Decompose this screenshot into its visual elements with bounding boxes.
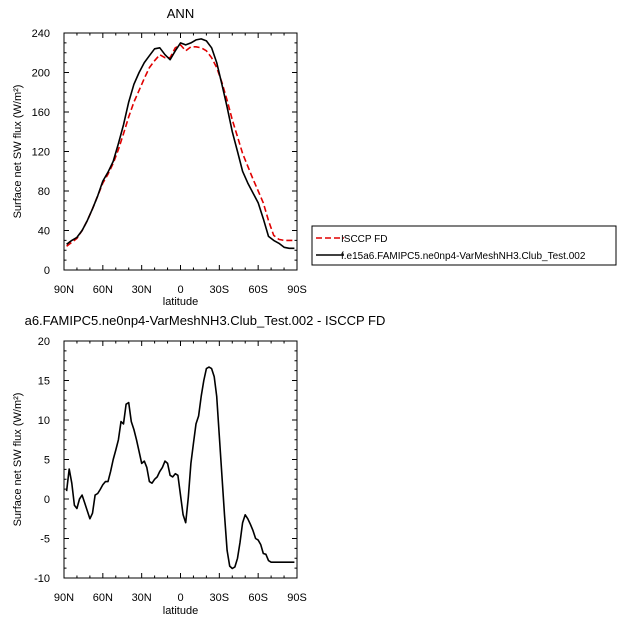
y-axis-label: Surface net SW flux (W/m²) <box>12 85 24 219</box>
legend: ISCCP FD f.e15a6.FAMIPC5.ne0np4-VarMeshNH… <box>311 225 617 266</box>
y-tick-label: 0 <box>44 494 50 506</box>
y-tick-label: 15 <box>38 376 50 388</box>
y-tick-label: 40 <box>38 226 50 238</box>
legend-box <box>311 225 617 266</box>
x-tick-label: 30S <box>210 284 230 296</box>
plot-frame <box>63 340 298 579</box>
y-tick-label: 20 <box>38 336 50 348</box>
y-tick-label: 200 <box>32 68 50 80</box>
plot-frame <box>63 32 298 271</box>
series-line-2 <box>66 38 295 250</box>
y-tick-label: 120 <box>32 147 50 159</box>
x-tick-label: 30N <box>132 592 152 604</box>
y-tick-label: 5 <box>44 455 50 467</box>
x-axis-label: latitude <box>163 605 198 617</box>
chart-panel-1: ANN 0 40 80 120 160 200 240 90N 60N 30N 0 30S 60S 90S l… <box>12 6 617 308</box>
legend-label-1: ISCCP FD <box>341 234 388 245</box>
chart-title: ANN <box>167 6 194 21</box>
y-tick-label: -10 <box>34 573 50 585</box>
x-tick-label: 90N <box>54 284 74 296</box>
y-tick-label: 240 <box>32 28 50 40</box>
x-tick-label: 60N <box>93 284 113 296</box>
x-tick-label: 30N <box>132 284 152 296</box>
y-tick-label: 0 <box>44 265 50 277</box>
x-tick-label: 60N <box>93 592 113 604</box>
x-tick-label: 90S <box>287 592 307 604</box>
x-tick-label: 60S <box>248 284 268 296</box>
x-tick-label: 90N <box>54 592 74 604</box>
x-tick-label: 30S <box>210 592 230 604</box>
series-line-1 <box>65 366 295 570</box>
x-tick-label: 60S <box>248 592 268 604</box>
y-tick-label: 160 <box>32 107 50 119</box>
x-axis-label: latitude <box>163 296 198 308</box>
chart-panel-2: a6.FAMIPC5.ne0np4-VarMeshNH3.Club_Test.0… <box>12 313 385 617</box>
y-tick-label: 80 <box>38 186 50 198</box>
y-tick-label: 10 <box>38 415 50 427</box>
chart-title: a6.FAMIPC5.ne0np4-VarMeshNH3.Club_Test.0… <box>25 313 386 328</box>
series-line-1 <box>66 44 295 247</box>
x-tick-label: 0 <box>177 284 183 296</box>
x-tick-label: 0 <box>177 592 183 604</box>
y-tick-label: -5 <box>40 534 50 546</box>
x-tick-label: 90S <box>287 284 307 296</box>
y-axis-label: Surface net SW flux (W/m²) <box>12 393 24 527</box>
legend-label-2: f.e15a6.FAMIPC5.ne0np4-VarMeshNH3.Club_T… <box>341 251 586 262</box>
